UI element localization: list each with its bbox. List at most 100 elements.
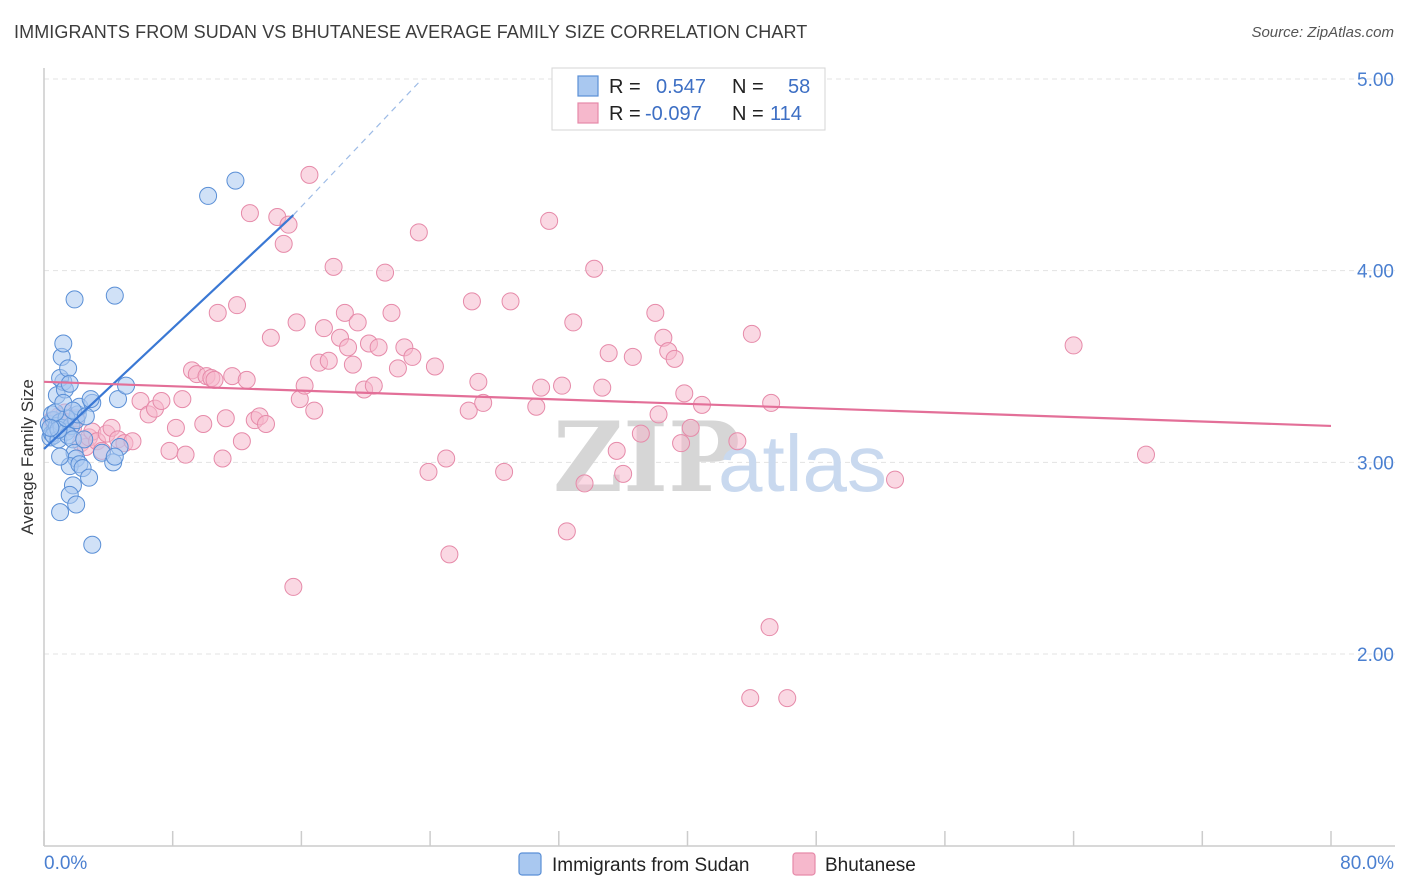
bhutanese-point [319, 351, 338, 370]
sudan-point [80, 468, 99, 487]
bhutanese-point [564, 313, 583, 332]
bhutanese-point [287, 313, 306, 332]
sudan-point [109, 390, 128, 409]
bhutanese-point [194, 415, 213, 433]
bhutanese-point [665, 349, 684, 368]
bhutanese-point [240, 204, 259, 223]
bhutanese-point [607, 441, 626, 460]
y-tick-label: 4.00 [1357, 262, 1394, 283]
bhutanese-point [540, 211, 559, 230]
bhutanese-point [274, 234, 293, 253]
sudan-trend-extension [292, 78, 423, 216]
bhutanese-point [425, 357, 444, 376]
correlation-legend: R = 0.547 N = 58 R = -0.097 N = 114 [551, 67, 826, 131]
bhutanese-point [649, 405, 668, 424]
bhutanese-point [284, 577, 303, 596]
sudan-point [41, 418, 60, 437]
sudan-point [105, 286, 124, 305]
x-ticks [43, 831, 1332, 846]
bhutanese-point [176, 445, 195, 464]
legend-n-label-2: N = [732, 103, 764, 125]
bhutanese-point [728, 432, 747, 451]
watermark-zip: ZIP [553, 401, 740, 514]
bhutanese-point [681, 418, 700, 437]
bhutanese-point [382, 303, 401, 322]
bhutanese-point [205, 370, 224, 389]
bhutanese-point [166, 418, 185, 437]
sudan-trend-line [43, 214, 295, 450]
legend-r-value-1: 0.547 [656, 76, 706, 98]
bhutanese-point [305, 401, 324, 420]
bhutanese-point [237, 370, 256, 389]
y-tick-labels: 2.00 3.00 4.00 5.00 [1357, 70, 1394, 666]
bhutanese-point [228, 296, 247, 315]
bhutanese-point [419, 462, 438, 481]
bhutanese-point [300, 165, 319, 184]
sudan-point [59, 359, 78, 378]
bottom-legend-label-bhutanese: Bhutanese [825, 855, 916, 876]
bottom-legend-label-sudan: Immigrants from Sudan [552, 855, 749, 876]
bhutanese-point [532, 378, 551, 397]
bhutanese-point [646, 303, 665, 322]
bhutanese-point [131, 392, 150, 410]
bhutanese-point [335, 303, 354, 322]
series-sudan-points [39, 171, 245, 554]
bhutanese-point [403, 347, 422, 366]
bhutanese-point [173, 390, 192, 409]
bhutanese-point [279, 215, 298, 234]
bhutanese-point [675, 384, 694, 403]
series-legend: Immigrants from Sudan Bhutanese [518, 852, 916, 876]
chart-title: IMMIGRANTS FROM SUDAN VS BHUTANESE AVERA… [14, 22, 808, 42]
bhutanese-point [409, 223, 428, 242]
bhutanese-point [495, 462, 514, 481]
sudan-point [226, 171, 245, 190]
bhutanese-point [778, 689, 797, 708]
bhutanese-point [614, 464, 633, 483]
bhutanese-point [160, 441, 179, 460]
legend-swatch-bhutanese [577, 102, 599, 124]
watermark-atlas: atlas [718, 419, 887, 508]
bhutanese-point [1136, 445, 1155, 464]
bhutanese-point [261, 328, 280, 347]
sudan-point [54, 334, 73, 353]
bhutanese-point [742, 324, 761, 343]
sudan-point [81, 390, 100, 409]
legend-n-value-2: 114 [770, 103, 802, 125]
bhutanese-point [501, 292, 520, 311]
sudan-point [65, 290, 84, 309]
bhutanese-point [216, 409, 235, 428]
bhutanese-point [208, 303, 227, 322]
bhutanese-point [388, 359, 407, 378]
sudan-point [75, 430, 94, 449]
bhutanese-point [213, 449, 232, 468]
bhutanese-point [324, 257, 343, 276]
sudan-point [105, 447, 124, 466]
bottom-legend-swatch-bhutanese [792, 852, 816, 876]
legend-swatch-sudan [577, 75, 599, 97]
sudan-point [67, 495, 86, 514]
bhutanese-point [557, 522, 576, 541]
legend-r-value-2: -0.097 [645, 103, 702, 125]
bhutanese-point [376, 263, 395, 282]
bhutanese-point [257, 415, 276, 433]
bhutanese-point [762, 393, 781, 412]
bhutanese-point [339, 338, 358, 357]
source-label: Source: ZipAtlas.com [1251, 24, 1394, 41]
bhutanese-point [553, 376, 572, 395]
bhutanese-point [527, 397, 546, 416]
trend-lines [43, 78, 1332, 450]
bhutanese-point [760, 618, 779, 637]
bhutanese-point [1064, 336, 1083, 355]
bhutanese-point [623, 347, 642, 366]
x-tick-label-max: 80.0% [1340, 853, 1394, 874]
legend-n-value-1: 58 [788, 76, 810, 98]
sudan-point [51, 503, 70, 522]
bhutanese-point [437, 449, 456, 468]
bhutanese-point [741, 689, 760, 708]
bhutanese-point [440, 545, 459, 564]
sudan-point [199, 186, 218, 205]
bhutanese-point [343, 355, 362, 374]
bhutanese-point [575, 474, 594, 493]
bhutanese-point [886, 470, 905, 489]
bhutanese-point [599, 344, 618, 363]
